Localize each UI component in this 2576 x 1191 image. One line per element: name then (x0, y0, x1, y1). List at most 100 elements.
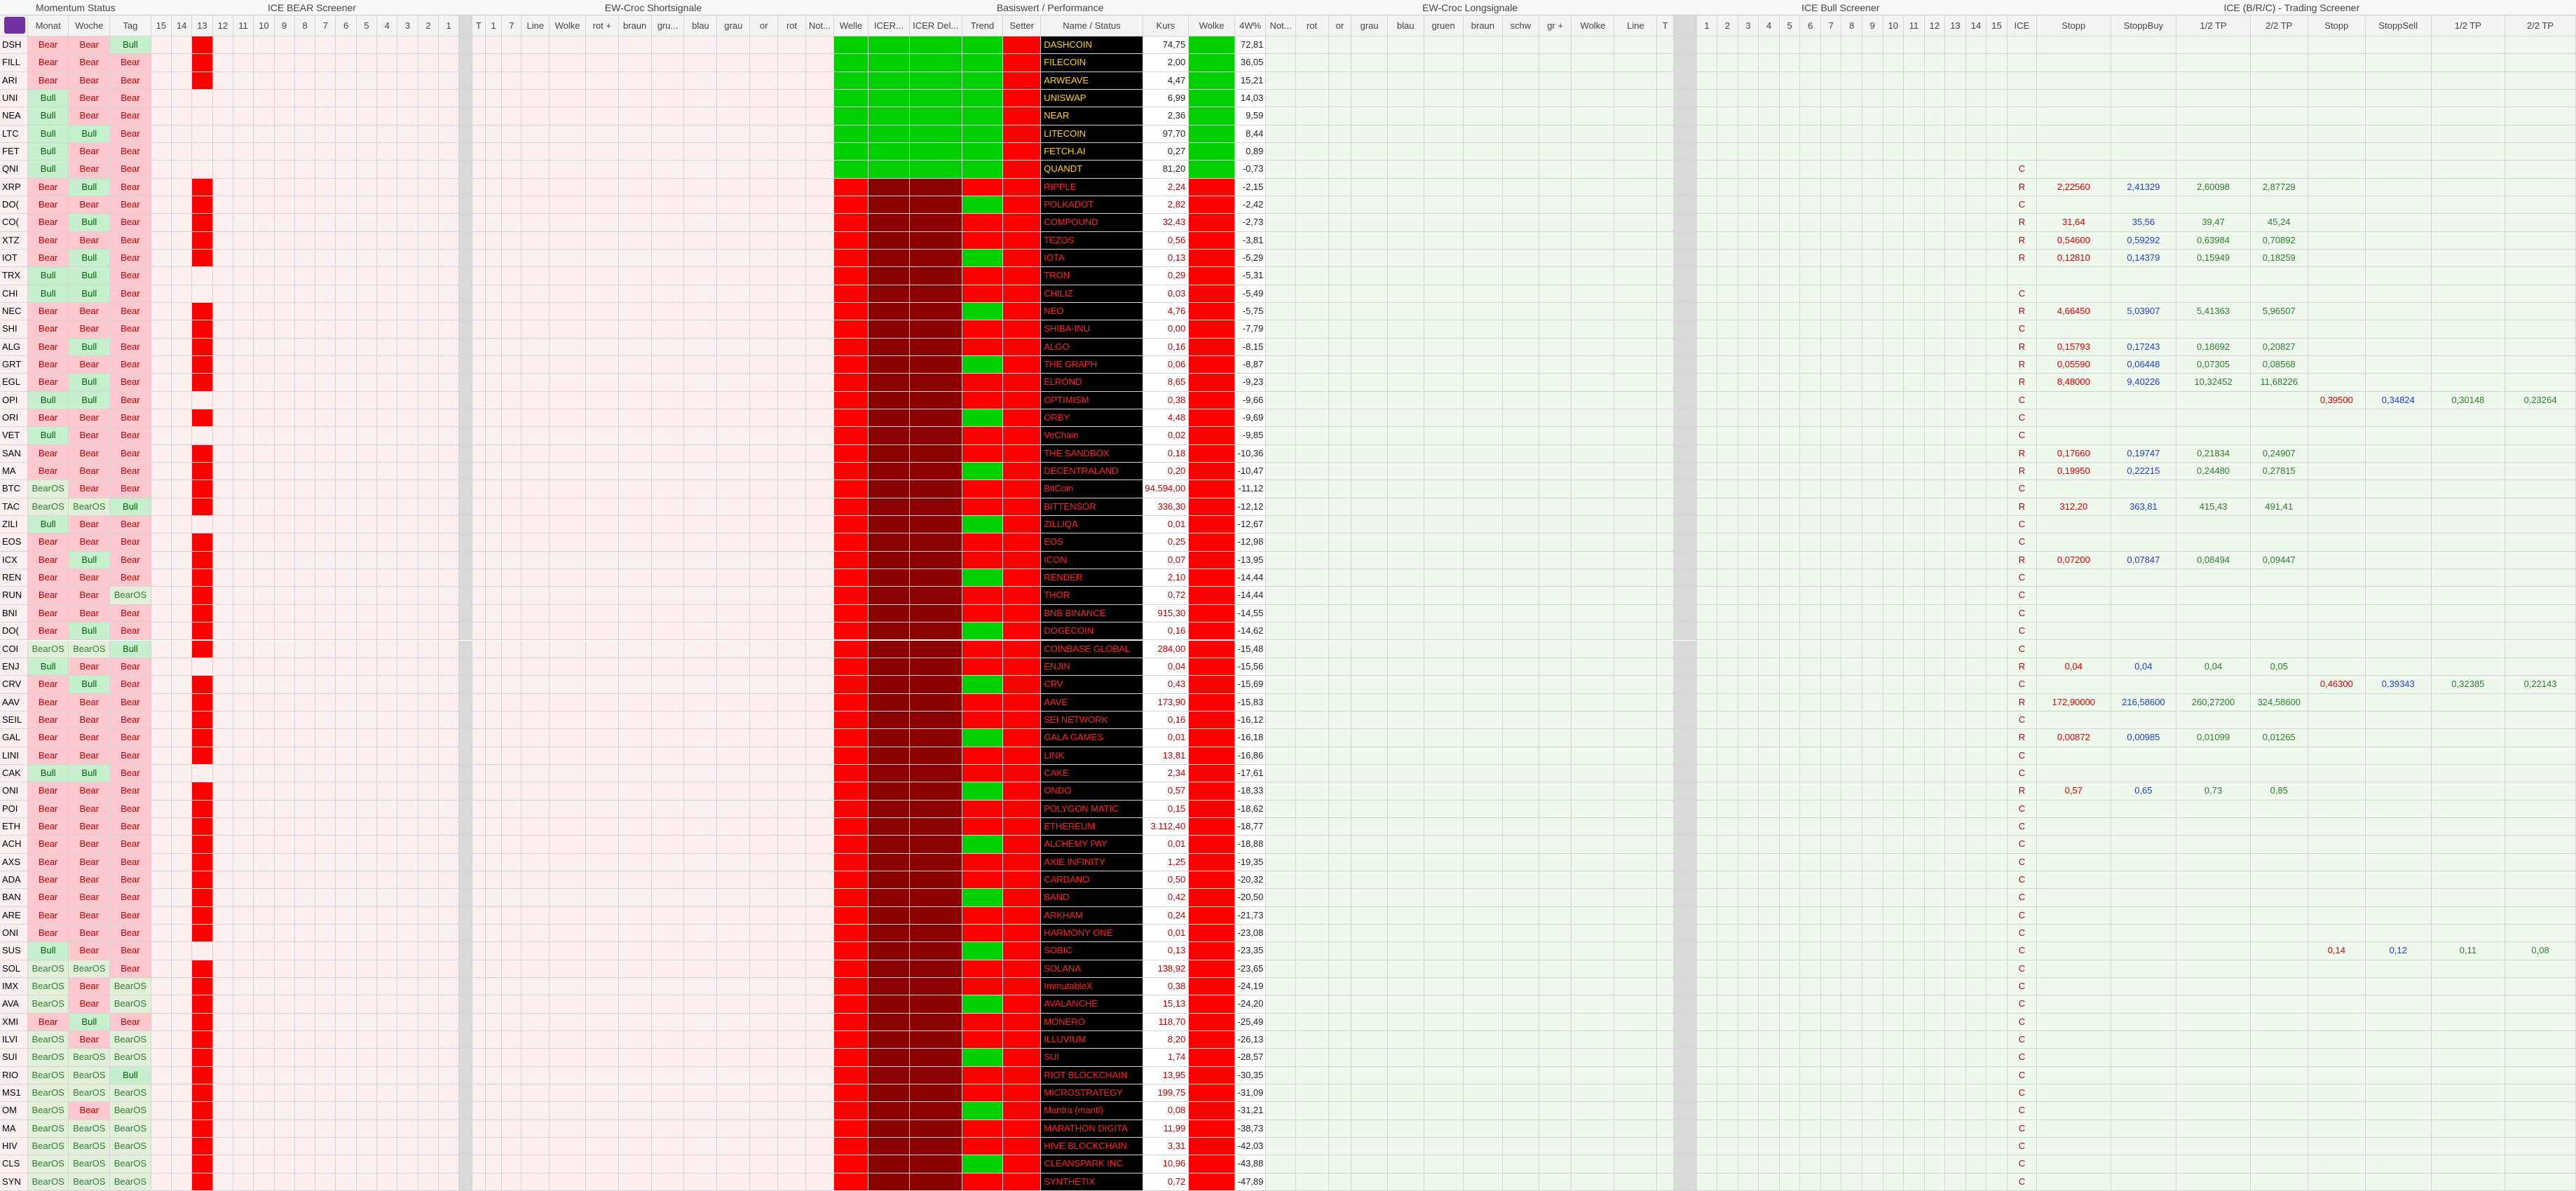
cell (585, 1084, 619, 1103)
change-4w: -20,50 (1234, 889, 1267, 907)
cell (833, 463, 869, 481)
cell (2505, 90, 2576, 108)
cell (1759, 871, 1780, 890)
cell (1387, 36, 1424, 55)
cell (1266, 676, 1296, 694)
cell (778, 303, 806, 321)
cell (522, 356, 550, 374)
cell (233, 817, 254, 836)
cell (1614, 444, 1658, 463)
cell (1779, 516, 1801, 534)
cell (1696, 356, 1718, 374)
cell (315, 800, 336, 818)
cell (233, 729, 254, 747)
cell (1759, 90, 1780, 108)
cell (336, 90, 357, 108)
asset-name: ONDO (1041, 782, 1143, 801)
cell (418, 516, 439, 534)
status-tag: Bear (110, 356, 151, 374)
cell (1759, 693, 1780, 712)
price: 0,25 (1143, 533, 1190, 552)
cell (1696, 1013, 1718, 1031)
menu-icon[interactable] (4, 17, 25, 34)
cell (2037, 587, 2111, 605)
cell (151, 72, 172, 90)
ticker: HIV (0, 1137, 28, 1156)
cell (684, 143, 718, 161)
cell (1883, 427, 1904, 445)
cell (522, 817, 550, 836)
cell (1328, 604, 1352, 623)
cell (2176, 72, 2251, 90)
cell (1657, 143, 1674, 161)
change-4w: -28,57 (1234, 1049, 1267, 1067)
cell (172, 871, 193, 890)
cell (2111, 1102, 2177, 1120)
cell (2176, 977, 2251, 996)
cell (1424, 1049, 1464, 1067)
cell (1003, 1119, 1042, 1138)
cell (2037, 853, 2111, 871)
cell (377, 1066, 398, 1084)
cell (1424, 107, 1464, 125)
cell (1614, 231, 1658, 250)
cell (1003, 551, 1042, 570)
cell (438, 747, 460, 765)
cell (651, 622, 685, 641)
cell (1820, 658, 1842, 676)
cell (1924, 178, 1946, 197)
cell (1539, 444, 1572, 463)
cell (1463, 161, 1504, 179)
cell (833, 977, 869, 996)
status-monat: Bear (27, 604, 69, 623)
cell (254, 214, 275, 232)
status-monat: Bear (27, 303, 69, 321)
cell (336, 1102, 357, 1120)
cell (2111, 1119, 2177, 1138)
cell (438, 196, 460, 215)
cell (1572, 924, 1615, 943)
cell (2037, 480, 2111, 498)
cell (172, 178, 193, 197)
cell (356, 178, 378, 197)
cell (192, 693, 213, 712)
status-tag: Bear (110, 427, 151, 445)
cell (1965, 391, 1987, 410)
ice-signal: R (2007, 658, 2037, 676)
cell (459, 817, 473, 836)
cell (1945, 569, 1966, 587)
cell (1003, 1084, 1042, 1103)
change-4w: -14,55 (1234, 604, 1267, 623)
asset-name: BAND (1041, 889, 1143, 907)
cell (472, 391, 486, 410)
cell (1424, 622, 1464, 641)
ice-signal: C (2007, 196, 2037, 215)
cell (1759, 409, 1780, 428)
cell (1883, 782, 1904, 801)
cell (1424, 800, 1464, 818)
status-woche: Bull (69, 267, 111, 285)
cell (833, 889, 869, 907)
change-4w: -30,35 (1234, 1066, 1267, 1084)
cell (1463, 889, 1504, 907)
cell (522, 871, 550, 890)
cell (750, 463, 779, 481)
column-header: 7 (1820, 15, 1842, 36)
ticker: FILL (0, 54, 28, 72)
cell (356, 889, 378, 907)
cell (485, 622, 503, 641)
cell (2308, 853, 2366, 871)
cell (805, 107, 834, 125)
cell (1841, 231, 1862, 250)
cell (459, 942, 473, 960)
column-header: T (472, 15, 486, 36)
cell (1883, 676, 1904, 694)
cell (151, 604, 172, 623)
cell (909, 640, 962, 658)
status-tag: Bear (110, 250, 151, 268)
cell (717, 1049, 751, 1067)
cell (1003, 942, 1042, 960)
cell (1883, 498, 1904, 517)
cell (2037, 942, 2111, 960)
cell (294, 924, 316, 943)
